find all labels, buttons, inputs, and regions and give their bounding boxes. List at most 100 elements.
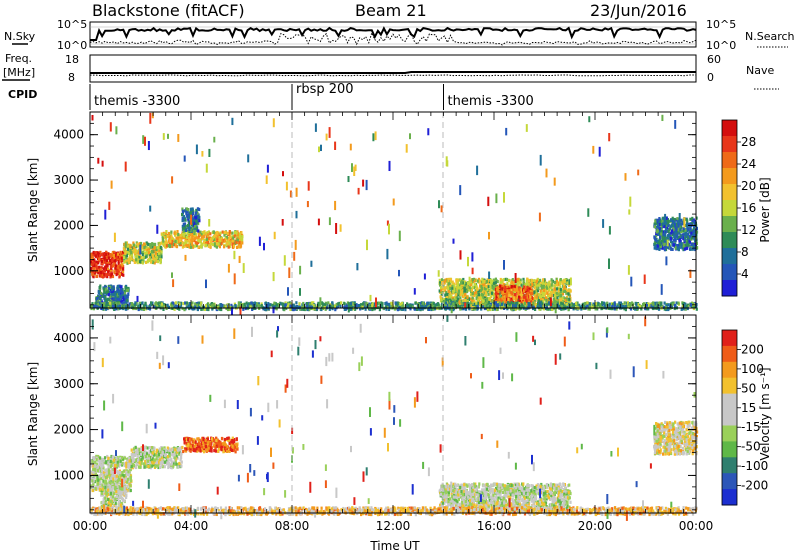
range-gate-cell bbox=[531, 283, 533, 286]
range-gate-cell bbox=[538, 283, 540, 286]
range-gate-cell bbox=[95, 251, 97, 254]
range-gate-cell bbox=[654, 225, 656, 228]
range-gate-cell bbox=[481, 293, 483, 296]
range-gate-cell bbox=[686, 219, 688, 222]
range-gate-cell bbox=[672, 303, 674, 306]
range-gate-cell bbox=[124, 286, 126, 289]
freq-label-line1: Freq. bbox=[5, 52, 32, 65]
range-gate-cell bbox=[461, 302, 463, 305]
range-gate-cell bbox=[659, 236, 661, 239]
range-gate-cell bbox=[540, 289, 542, 292]
range-gate-cell bbox=[692, 244, 694, 247]
range-gate-cell bbox=[676, 217, 678, 220]
range-gate-cell bbox=[589, 302, 591, 305]
range-gate-cell bbox=[197, 229, 199, 232]
range-gate-cell bbox=[479, 297, 481, 300]
range-gate-cell bbox=[534, 286, 536, 289]
range-gate-cell bbox=[485, 291, 487, 294]
range-gate-cell bbox=[553, 301, 555, 304]
range-gate-cell bbox=[196, 242, 198, 245]
range-gate-cell bbox=[546, 303, 548, 306]
range-gate-cell bbox=[664, 243, 666, 246]
nsearch-tick-top: 10^5 bbox=[706, 18, 736, 31]
range-gate-cell bbox=[529, 295, 531, 298]
range-gate-cell bbox=[466, 290, 468, 293]
range-gate-cell bbox=[175, 237, 177, 240]
range-gate-cell bbox=[668, 230, 670, 233]
range-gate-cell bbox=[191, 301, 193, 304]
range-gate-cell bbox=[205, 244, 207, 247]
range-gate-cell bbox=[109, 259, 111, 262]
range-gate-cell bbox=[388, 303, 390, 306]
range-gate-cell bbox=[162, 233, 164, 236]
range-gate-cell bbox=[112, 293, 114, 296]
range-gate-cell bbox=[657, 229, 659, 232]
range-gate-cell bbox=[148, 251, 150, 254]
range-gate-cell bbox=[560, 278, 562, 281]
range-gate-cell bbox=[684, 239, 686, 242]
range-gate-cell bbox=[209, 245, 211, 248]
range-gate-cell bbox=[187, 232, 189, 235]
range-gate-cell bbox=[491, 292, 493, 295]
range-gate-cell bbox=[154, 243, 156, 246]
range-gate-cell bbox=[464, 299, 466, 302]
range-gate-cell bbox=[331, 301, 333, 304]
range-gate-cell bbox=[668, 220, 670, 223]
range-gate-cell bbox=[554, 281, 556, 284]
range-gate-cell bbox=[220, 305, 222, 308]
range-gate-cell bbox=[149, 244, 151, 247]
range-gate-cell bbox=[679, 246, 681, 249]
range-gate-cell bbox=[191, 234, 193, 237]
range-gate-cell bbox=[228, 246, 230, 249]
range-gate-cell bbox=[477, 288, 479, 291]
range-gate-cell bbox=[188, 216, 190, 219]
range-gate-cell bbox=[111, 288, 113, 291]
nsearch-label: N.Search bbox=[745, 30, 795, 43]
range-gate-cell bbox=[358, 304, 360, 307]
range-gate-cell bbox=[169, 240, 171, 243]
range-gate-cell bbox=[229, 236, 231, 239]
range-gate-cell bbox=[559, 282, 561, 285]
range-gate-cell bbox=[468, 286, 470, 289]
range-gate-cell bbox=[194, 245, 196, 248]
range-gate-cell bbox=[126, 296, 128, 299]
range-gate-cell bbox=[181, 213, 183, 216]
range-gate-cell bbox=[145, 255, 147, 258]
range-gate-cell bbox=[516, 286, 518, 289]
range-gate-cell bbox=[526, 286, 528, 289]
range-gate-cell bbox=[175, 240, 177, 243]
range-gate-cell bbox=[681, 242, 683, 245]
range-gate-cell bbox=[566, 281, 568, 284]
range-gate-cell bbox=[117, 266, 119, 269]
range-gate-cell bbox=[241, 238, 243, 241]
range-gate-cell bbox=[340, 301, 342, 304]
range-gate-cell bbox=[689, 218, 691, 221]
range-gate-cell bbox=[378, 302, 380, 305]
range-gate-cell bbox=[120, 295, 122, 298]
range-gate-cell bbox=[182, 210, 184, 213]
range-gate-cell bbox=[448, 303, 450, 306]
range-gate-cell bbox=[511, 291, 513, 294]
range-gate-cell bbox=[143, 304, 145, 307]
range-gate-cell bbox=[506, 293, 508, 296]
range-gate-cell bbox=[142, 253, 144, 256]
range-gate-cell bbox=[440, 286, 442, 289]
range-gate-cell bbox=[141, 301, 143, 304]
range-gate-cell bbox=[118, 275, 120, 278]
range-gate-cell bbox=[671, 224, 673, 227]
range-gate-cell bbox=[121, 263, 123, 266]
range-gate-cell bbox=[123, 261, 125, 264]
nave-trace bbox=[90, 75, 696, 76]
range-gate-cell bbox=[128, 302, 130, 305]
range-gate-cell bbox=[546, 292, 548, 295]
range-gate-cell bbox=[289, 305, 291, 308]
range-gate-cell bbox=[523, 280, 525, 283]
range-gate-cell bbox=[157, 260, 159, 263]
range-gate-cell bbox=[264, 302, 266, 305]
cpid-segment-label: themis -3300 bbox=[448, 94, 534, 109]
range-gate-cell bbox=[201, 235, 203, 238]
range-gate-cell bbox=[518, 296, 520, 299]
range-gate-cell bbox=[118, 292, 120, 295]
range-gate-cell bbox=[212, 236, 214, 239]
range-gate-cell bbox=[448, 290, 450, 293]
